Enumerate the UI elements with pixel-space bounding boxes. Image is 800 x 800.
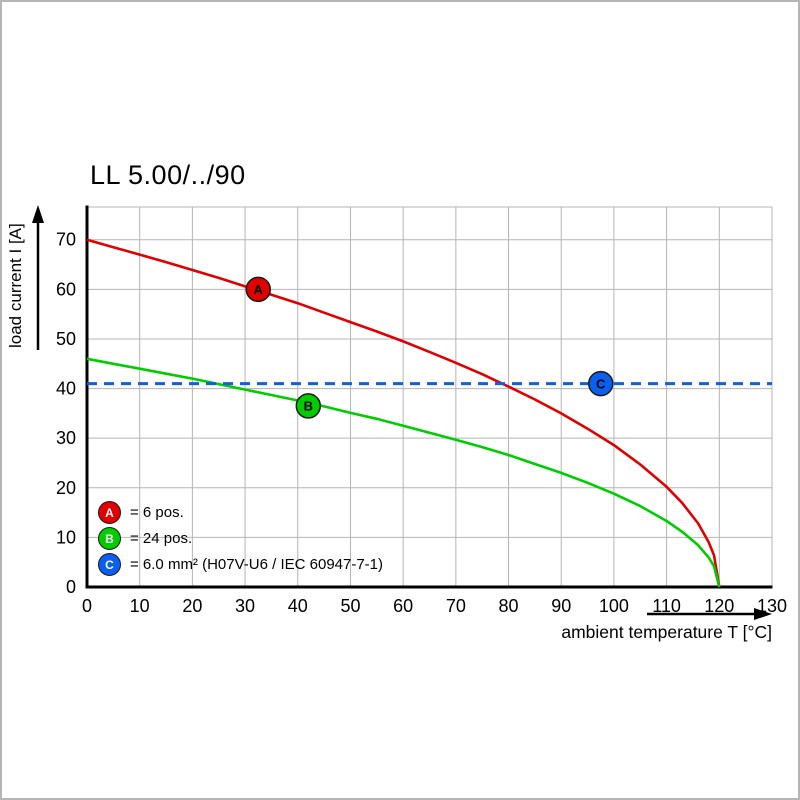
chart-legend: A = 6 pos. B = 24 pos. C = 6.0 mm² (H07V… [98, 501, 383, 576]
marker-a-icon [245, 276, 271, 303]
y-tick-label: 60 [56, 279, 76, 299]
x-tick-label: 100 [599, 596, 629, 616]
legend-item-b: B = 24 pos. [98, 527, 383, 550]
legend-item-c: C = 6.0 mm² (H07V-U6 / IEC 60947-7-1) [98, 553, 383, 576]
y-tick-label: 50 [56, 329, 76, 349]
x-tick-label: 50 [340, 596, 360, 616]
x-tick-label: 40 [288, 596, 308, 616]
x-axis-arrowhead-icon [754, 608, 772, 620]
chart-title: LL 5.00/../90 [90, 160, 246, 190]
y-tick-label: 20 [56, 478, 76, 498]
x-tick-label: 60 [393, 596, 413, 616]
x-axis-label: ambient temperature T [°C] [561, 622, 772, 642]
y-tick-label: 30 [56, 428, 76, 448]
x-tick-label: 120 [704, 596, 734, 616]
legend-label-a: = 6 pos. [130, 504, 184, 521]
x-tick-label: 80 [499, 596, 519, 616]
marker-b-letter: B [304, 399, 313, 414]
x-tick-label: 70 [446, 596, 466, 616]
y-axis-arrowhead-icon [32, 205, 44, 223]
legend-item-a: A = 6 pos. [98, 501, 383, 524]
curve-b [86, 357, 721, 588]
marker-c-icon [588, 370, 614, 397]
y-tick-label: 40 [56, 379, 76, 399]
marker-b-icon [295, 393, 322, 419]
legend-label-b: = 24 pos. [130, 530, 193, 547]
x-tick-label: 20 [182, 596, 202, 616]
legend-label-c: = 6.0 mm² (H07V-U6 / IEC 60947-7-1) [130, 556, 384, 573]
marker-a-letter: A [254, 282, 264, 297]
legend-marker-c-letter: C [105, 557, 114, 572]
x-tick-label: 30 [235, 596, 255, 616]
legend-marker-a-icon: A [98, 501, 121, 524]
y-tick-label: 70 [56, 230, 76, 250]
legend-marker-b-letter: B [105, 531, 114, 546]
x-tick-label: 110 [652, 596, 681, 616]
curve-a [86, 238, 721, 588]
marker-c-letter: C [596, 376, 606, 391]
y-tick-label: 10 [56, 527, 76, 547]
y-axis-label: load current I [A] [6, 223, 25, 349]
y-tick-label: 0 [66, 577, 76, 597]
x-tick-label: 130 [757, 596, 787, 616]
x-tick-label: 10 [130, 596, 150, 616]
legend-marker-c-icon: C [98, 553, 121, 576]
x-tick-label: 90 [551, 596, 571, 616]
x-tick-label: 0 [82, 596, 92, 616]
legend-marker-b-icon: B [98, 527, 121, 550]
legend-marker-a-letter: A [105, 505, 114, 520]
